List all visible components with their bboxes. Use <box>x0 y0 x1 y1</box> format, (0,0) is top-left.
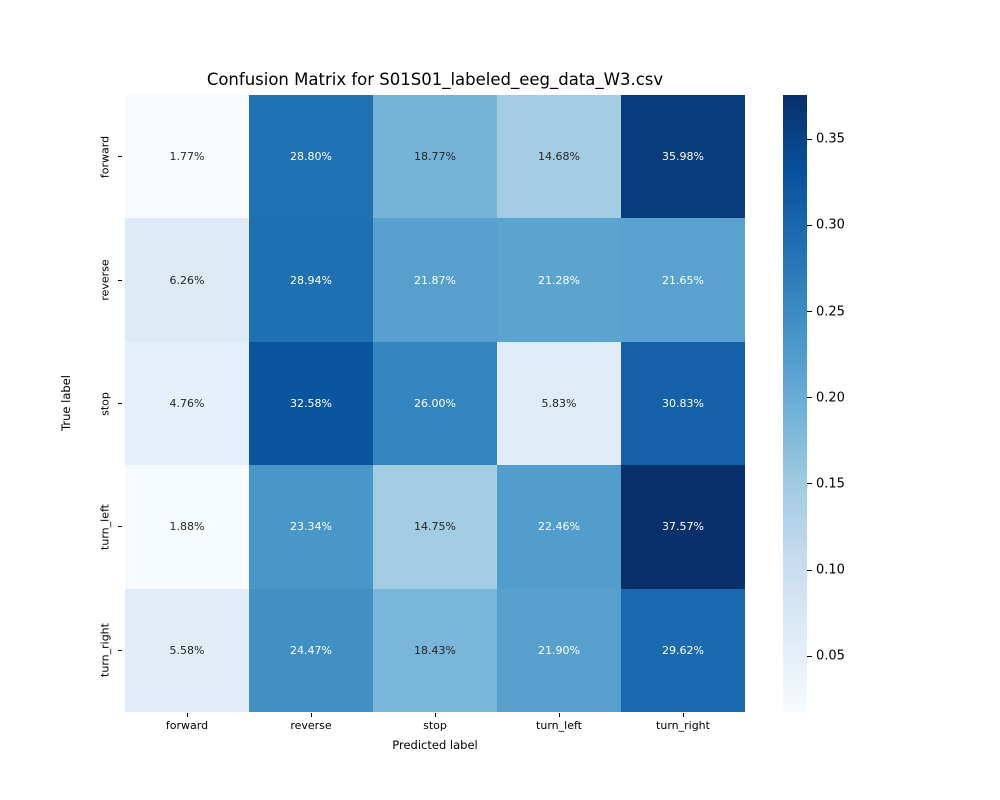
colorbar-tick-mark <box>807 224 812 226</box>
y-tick-label: turn_left <box>98 503 112 550</box>
x-tick-mark <box>310 713 312 717</box>
y-axis-label-text: True label <box>59 375 73 431</box>
y-tick-label: turn_right <box>98 623 112 678</box>
cell-value-label: 26.00% <box>414 396 456 410</box>
x-tick-mark <box>434 713 436 717</box>
cell-value-label: 14.68% <box>538 150 580 164</box>
colorbar-tick-label: 0.15 <box>816 476 845 492</box>
cell-value-label: 21.28% <box>538 273 580 287</box>
colorbar-tick-mark <box>807 311 812 313</box>
heatmap-cell: 28.80% <box>249 95 373 219</box>
cell-value-label: 21.90% <box>538 643 580 657</box>
x-tick-mark <box>558 713 560 717</box>
y-tick-label: forward <box>98 135 112 178</box>
heatmap-cell: 5.58% <box>125 588 249 712</box>
colorbar-tick-mark <box>807 138 812 140</box>
heatmap-cell: 32.58% <box>249 341 373 466</box>
colorbar-tick-label: 0.30 <box>816 217 845 233</box>
cell-value-label: 23.34% <box>290 520 332 534</box>
cell-value-label: 35.98% <box>662 150 704 164</box>
cell-value-label: 32.58% <box>290 396 332 410</box>
cell-value-label: 14.75% <box>414 520 456 534</box>
colorbar-tick-mark <box>807 397 812 399</box>
heatmap-cell: 26.00% <box>373 341 497 466</box>
colorbar-tick-label: 0.05 <box>816 648 845 664</box>
heatmap-cell: 30.83% <box>621 341 745 466</box>
heatmap-cell: 4.76% <box>125 341 249 466</box>
cell-value-label: 28.94% <box>290 273 332 287</box>
heatmap-cell: 6.26% <box>125 218 249 342</box>
heatmap-cell: 21.87% <box>373 218 497 342</box>
colorbar-tick-label: 0.20 <box>816 390 845 406</box>
y-tick-mark <box>118 526 122 528</box>
cell-value-label: 5.58% <box>169 643 205 657</box>
colorbar-tick-label: 0.25 <box>816 304 845 320</box>
x-tick-label: stop <box>423 719 447 732</box>
cell-value-label: 21.65% <box>662 273 704 287</box>
heatmap-cell: 18.43% <box>373 588 497 712</box>
heatmap-plot-area: 1.77% 28.80% 18.77% 14.68% 35.98% 6.26% 28.94%… <box>125 95 745 712</box>
x-tick-label: forward <box>165 719 209 732</box>
heatmap-cell: 14.75% <box>373 465 497 589</box>
heatmap-cell: 21.90% <box>497 588 621 712</box>
cell-value-label: 1.88% <box>169 520 205 534</box>
colorbar-tick-label: 0.10 <box>816 562 845 578</box>
heatmap-cell: 21.28% <box>497 218 621 342</box>
cell-value-label: 18.43% <box>414 643 456 657</box>
heatmap-cell: 29.62% <box>621 588 745 712</box>
heatmap-cell: 37.57% <box>621 465 745 589</box>
cell-value-label: 1.77% <box>169 150 205 164</box>
heatmap-cell: 18.77% <box>373 95 497 219</box>
x-axis-label: Predicted label <box>392 738 478 752</box>
heatmap-cell: 21.65% <box>621 218 745 342</box>
x-tick-label: reverse <box>290 719 332 732</box>
y-tick-mark <box>118 403 122 404</box>
cell-value-label: 4.76% <box>169 396 205 410</box>
cell-value-label: 18.77% <box>414 150 456 164</box>
y-tick-mark <box>118 156 122 158</box>
heatmap-cell: 28.94% <box>249 218 373 342</box>
x-tick-mark <box>186 713 188 717</box>
heatmap-cell: 22.46% <box>497 465 621 589</box>
y-tick-label: stop <box>98 391 112 416</box>
x-tick-label: turn_right <box>656 719 710 732</box>
colorbar <box>783 95 807 712</box>
colorbar-tick-mark <box>807 569 812 571</box>
cell-value-label: 24.47% <box>290 643 332 657</box>
heatmap-cell: 1.88% <box>125 465 249 589</box>
cell-value-label: 21.87% <box>414 273 456 287</box>
y-tick-label: reverse <box>98 259 112 301</box>
heatmap-cell: 1.77% <box>125 95 249 219</box>
colorbar-tick-mark <box>807 483 812 485</box>
heatmap-cell: 24.47% <box>249 588 373 712</box>
heatmap-cell: 23.34% <box>249 465 373 589</box>
x-tick-label: turn_left <box>536 719 582 732</box>
colorbar-tick-mark <box>807 655 812 657</box>
colorbar-tick-label: 0.35 <box>816 131 845 147</box>
y-tick-mark <box>118 649 122 651</box>
cell-value-label: 30.83% <box>662 396 704 410</box>
cell-value-label: 29.62% <box>662 643 704 657</box>
heatmap-cell: 14.68% <box>497 95 621 219</box>
cell-value-label: 28.80% <box>290 150 332 164</box>
heatmap-cell: 35.98% <box>621 95 745 219</box>
cell-value-label: 6.26% <box>169 273 205 287</box>
y-tick-mark <box>118 279 122 281</box>
x-tick-mark <box>682 713 684 717</box>
chart-title: Confusion Matrix for S01S01_labeled_eeg_… <box>206 70 664 89</box>
cell-value-label: 37.57% <box>662 520 704 534</box>
heatmap-cell: 5.83% <box>497 341 621 466</box>
cell-value-label: 5.83% <box>541 396 577 410</box>
cell-value-label: 22.46% <box>538 520 580 534</box>
